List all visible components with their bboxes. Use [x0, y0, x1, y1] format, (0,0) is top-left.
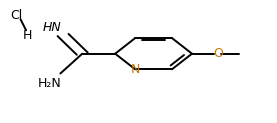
Text: H: H	[23, 29, 32, 42]
Text: HN: HN	[43, 21, 61, 34]
Text: N: N	[130, 63, 140, 76]
Text: O: O	[213, 47, 223, 60]
Text: Cl: Cl	[10, 9, 23, 22]
Text: H₂N: H₂N	[37, 77, 61, 90]
